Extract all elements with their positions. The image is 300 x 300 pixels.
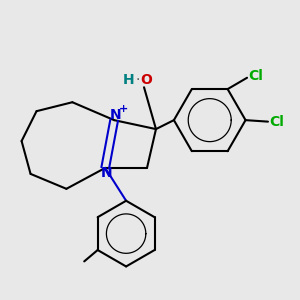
Text: ·: · [135,73,140,87]
Text: H: H [123,73,134,87]
Text: O: O [140,73,152,87]
Text: Cl: Cl [248,69,263,83]
Text: N: N [101,166,112,180]
Text: N: N [110,108,122,122]
Text: +: + [119,104,128,114]
Text: Cl: Cl [269,115,284,129]
